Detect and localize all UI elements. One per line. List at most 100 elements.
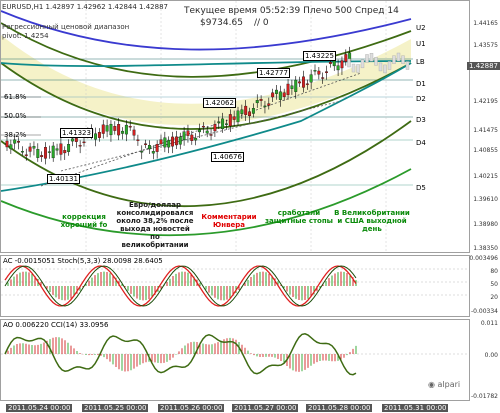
logo-text: alpari (437, 380, 461, 389)
channel-fill (1, 35, 411, 126)
fib-500: 50.0% (4, 112, 27, 120)
fib-618: 61.8% (4, 93, 27, 101)
forecast-candle (405, 61, 410, 70)
ac-stoch-label: AC -0.0015051 Stoch(5,3,3) 28.0098 28.64… (3, 257, 163, 265)
candle-body (9, 144, 13, 150)
candle-body (278, 91, 282, 100)
level-lb: LB (416, 58, 425, 66)
stoch-main-line (4, 265, 357, 307)
stoch-signal-line (4, 265, 357, 307)
candle-body (94, 133, 97, 140)
forecast-candle (351, 63, 356, 73)
candle-body (5, 140, 9, 148)
symbol-header: EURUSD,H1 1.42897 1.42962 1.42844 1.4288… (2, 3, 168, 11)
forecast-candle (356, 64, 360, 73)
channel-label: Регрессионный ценовой диапазон (2, 23, 130, 31)
candle-body (282, 92, 286, 97)
candle-body (321, 77, 325, 79)
candle-body (198, 129, 201, 133)
annotation-correction: коррекция хороший fo (60, 213, 108, 229)
level-d5: D5 (416, 184, 426, 192)
candle-body (140, 151, 144, 153)
price-tick: 1.38350 (473, 245, 498, 252)
ac-tick: 20 (490, 294, 498, 301)
candle-body (78, 145, 82, 147)
pivot-label: pivot: 1.4254 (2, 32, 49, 40)
price-tick: 1.42195 (473, 98, 498, 105)
candle-body (301, 76, 305, 88)
candle-body (344, 54, 348, 62)
annotation-stops: сработали защитные стопы (264, 209, 334, 225)
candle-body (217, 121, 221, 123)
price-tick: 1.40855 (473, 147, 498, 154)
candle-body (248, 111, 251, 117)
price-tick: 1.39610 (473, 196, 498, 203)
candle-body (109, 123, 113, 136)
candle-body (28, 146, 32, 152)
candle-body (147, 145, 151, 150)
candle-body (209, 134, 213, 136)
level-u2: U2 (416, 24, 426, 32)
candle-body (36, 149, 40, 158)
candle-body (240, 109, 244, 114)
candle-body (63, 150, 67, 154)
price-tick: 1.43575 (473, 42, 498, 49)
ao-cci-window[interactable] (0, 319, 470, 401)
candle-body (275, 89, 278, 94)
ao-tick: -0.01782 (471, 393, 498, 400)
level-d2: D2 (416, 95, 426, 103)
candle-body (20, 151, 24, 153)
price-box: 1.40131 (47, 174, 80, 184)
candle-body (317, 70, 321, 75)
forecast-candle (374, 57, 378, 66)
forecast-candle (396, 52, 401, 62)
candle-body (59, 143, 63, 155)
candle-body (244, 105, 248, 115)
price-window[interactable] (0, 0, 470, 253)
price-tick: 1.40215 (473, 173, 498, 180)
candle-body (44, 147, 47, 159)
candle-body (194, 137, 198, 141)
candle-body (128, 126, 132, 128)
price-box: 1.42777 (257, 68, 290, 78)
candle-body (159, 139, 163, 145)
candle-body (97, 132, 101, 138)
candle-body (74, 138, 78, 142)
candle-body (205, 130, 209, 134)
forecast-candle (378, 62, 383, 72)
ac-stoch-window[interactable] (0, 255, 470, 317)
annotation-holiday: В Великобритании и США выходной день (334, 209, 410, 233)
ac-stoch-plot[interactable] (1, 256, 469, 316)
price-tick: 1.41475 (473, 127, 498, 134)
time-tick: 2011.05.28 00:00 (306, 404, 373, 412)
price-tick: 1.38980 (473, 221, 498, 228)
ao-cci-plot[interactable] (1, 320, 469, 400)
candle-body (263, 105, 267, 108)
candle-body (328, 61, 332, 64)
time-label: Текущее время 05:52:39 Плечо 500 Спред 1… (184, 6, 399, 16)
candle-body (309, 74, 313, 83)
candle-body (178, 136, 182, 145)
price-box: 1.40676 (211, 152, 244, 162)
candle-body (144, 143, 148, 145)
time-tick: 2011.05.31 00:00 (382, 404, 449, 412)
price-plot[interactable] (1, 1, 469, 252)
ao-cci-label: AO 0.006220 CCI(14) 33.0956 (3, 321, 109, 329)
candle-body (51, 145, 55, 159)
price-box: 1.42062 (203, 98, 236, 108)
candle-body (340, 60, 344, 69)
candle-body (313, 70, 317, 72)
candle-body (251, 108, 255, 114)
candle-body (163, 137, 167, 148)
candle-body (24, 154, 28, 156)
ao-tick: 0.011 (480, 320, 498, 327)
forecast-candle (369, 53, 374, 62)
candle-body (67, 144, 71, 152)
candle-body (201, 125, 205, 128)
envelope-curve (1, 120, 412, 207)
candle-body (267, 103, 271, 106)
envelope-curve (1, 62, 412, 130)
candle-body (155, 144, 159, 152)
candle-body (151, 151, 155, 154)
